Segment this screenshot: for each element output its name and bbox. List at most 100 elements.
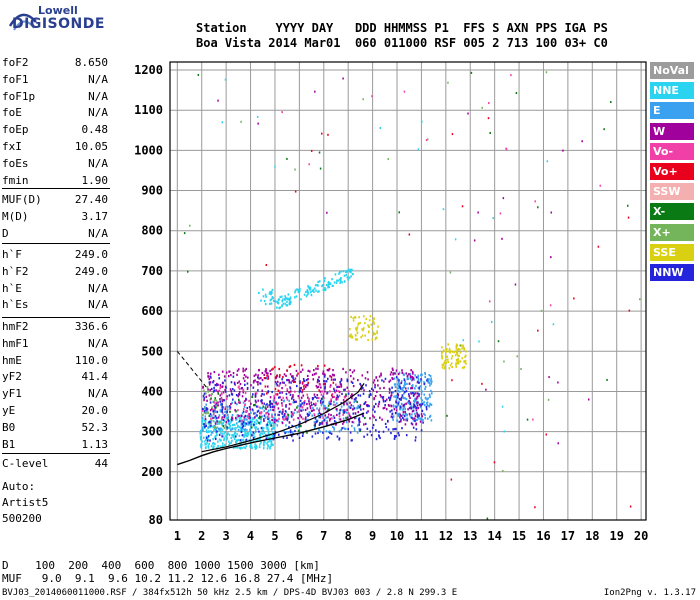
data-point-nne xyxy=(208,442,210,445)
data-point-nne xyxy=(311,289,314,292)
data-point-w xyxy=(404,411,407,414)
data-point-nnw xyxy=(233,389,236,392)
noise-point xyxy=(505,148,508,151)
data-point-nne xyxy=(323,277,326,280)
data-point-sse xyxy=(463,361,466,364)
data-point-e xyxy=(297,405,299,408)
data-point-nne xyxy=(294,289,297,292)
data-point-nne xyxy=(215,430,217,433)
data-point-nnw xyxy=(398,397,401,401)
digisonde-logo: Lowell DIGISONDE xyxy=(8,4,168,44)
legend-item-x: X- xyxy=(650,203,694,221)
data-point-nne xyxy=(271,434,273,438)
data-point-nnw xyxy=(268,400,271,403)
data-point-nnw xyxy=(351,381,354,385)
data-point-sse xyxy=(374,332,376,336)
data-point-nne xyxy=(289,300,291,303)
data-point-sse xyxy=(376,330,378,333)
data-point-vo xyxy=(299,387,301,390)
data-point-e xyxy=(291,431,294,434)
data-point-w xyxy=(379,387,381,390)
data-point-nnw xyxy=(221,410,223,413)
data-point-nnw xyxy=(212,390,215,393)
data-point-nne xyxy=(312,288,315,291)
data-point-w xyxy=(229,388,232,391)
data-point-x xyxy=(235,410,237,413)
data-point-w xyxy=(269,372,272,376)
noise-point xyxy=(240,120,242,123)
data-point-nnw xyxy=(214,437,217,441)
data-point-nnw xyxy=(384,404,386,407)
param-key: hmF2 xyxy=(2,320,29,333)
data-point-nnw xyxy=(416,392,419,395)
data-point-nne xyxy=(278,306,280,310)
data-point-e xyxy=(287,415,290,419)
data-point-w xyxy=(414,405,417,408)
data-point-vo xyxy=(271,415,274,418)
data-point-w xyxy=(261,389,264,392)
noise-point xyxy=(629,505,632,508)
data-point-nne xyxy=(262,288,264,291)
data-point-nne xyxy=(252,440,255,443)
data-point-e xyxy=(211,431,214,434)
param-row: foF1 N/A xyxy=(2,73,108,89)
data-point-x xyxy=(206,386,209,389)
data-point-nne xyxy=(241,429,243,432)
noise-point xyxy=(451,133,454,136)
data-point-sse xyxy=(459,351,462,354)
data-point-nnw xyxy=(241,422,244,425)
data-point-nne xyxy=(271,288,274,292)
data-point-nne xyxy=(339,278,341,281)
data-point-w xyxy=(225,421,228,424)
data-point-e xyxy=(242,401,245,404)
data-point-nnw xyxy=(232,375,235,378)
data-point-w xyxy=(267,375,269,378)
data-point-nnw xyxy=(251,434,253,437)
data-point-w xyxy=(285,404,287,407)
noise-point xyxy=(503,430,506,433)
data-point-nne xyxy=(269,422,271,425)
data-point-nnw xyxy=(374,386,376,389)
data-point-w xyxy=(417,407,420,410)
data-point-nne xyxy=(264,441,266,444)
data-point-w xyxy=(376,390,378,394)
data-point-sse xyxy=(449,364,452,367)
data-point-nne xyxy=(307,286,310,289)
data-point-e xyxy=(326,407,329,410)
data-point-e xyxy=(283,430,285,433)
data-point-nnw xyxy=(286,419,289,422)
data-point-e xyxy=(397,403,400,406)
data-point-vo xyxy=(298,409,301,412)
noise-point xyxy=(461,205,464,208)
param-value: 249.0 xyxy=(74,248,108,261)
noise-point xyxy=(274,165,276,168)
data-point-e xyxy=(285,431,288,434)
data-point-e xyxy=(397,414,400,417)
data-point-e xyxy=(254,430,257,433)
data-point-nne xyxy=(217,440,219,443)
data-point-nnw xyxy=(413,403,416,407)
data-point-vo xyxy=(294,390,296,393)
data-point-vo xyxy=(315,402,317,405)
data-point-sse xyxy=(372,333,375,336)
data-point-w xyxy=(313,369,315,372)
data-point-nnw xyxy=(223,399,226,402)
data-point-e xyxy=(244,428,247,431)
param-row: MUF(D) 27.40 xyxy=(2,193,108,209)
noise-point xyxy=(421,120,423,123)
data-point-e xyxy=(417,415,420,419)
data-point-nne xyxy=(199,430,202,434)
data-point-nnw xyxy=(301,434,304,438)
data-point-e xyxy=(430,382,432,385)
data-point-e xyxy=(283,418,285,421)
data-point-vo xyxy=(323,364,326,367)
data-point-w xyxy=(373,416,375,419)
data-point-nnw xyxy=(340,379,343,382)
data-point-nne xyxy=(278,298,280,301)
data-point-e xyxy=(414,374,416,377)
data-point-e xyxy=(325,430,328,433)
data-point-w xyxy=(273,406,276,409)
data-point-nne xyxy=(219,439,222,442)
data-point-nne xyxy=(329,282,331,285)
data-point-nne xyxy=(299,287,301,290)
